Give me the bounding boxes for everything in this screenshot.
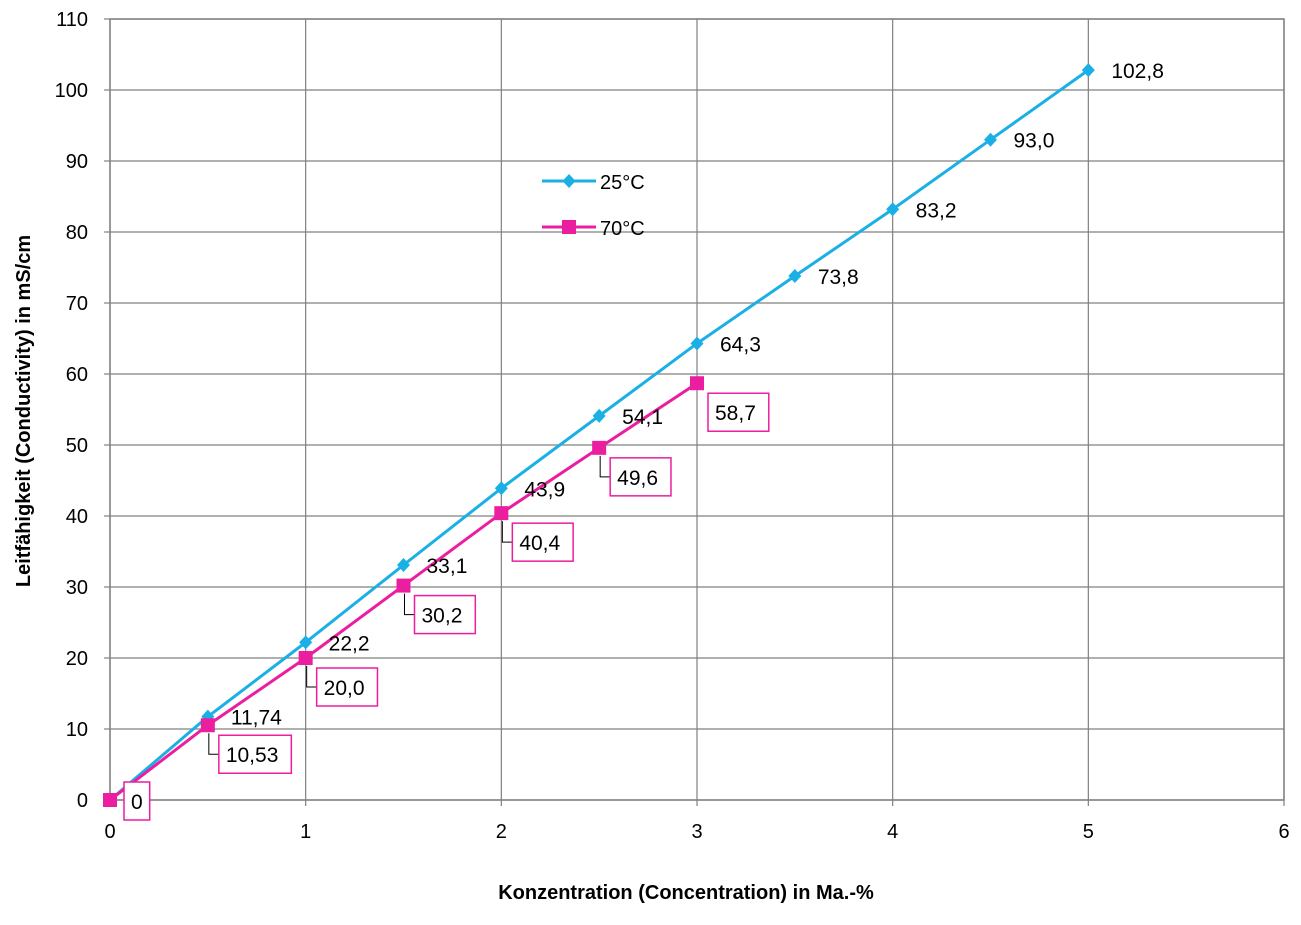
- data-point-marker: [1081, 63, 1095, 78]
- data-label-box: [218, 734, 293, 774]
- data-point-marker: [200, 718, 215, 733]
- y-tick-label: 10: [66, 719, 88, 741]
- x-tick-label: 6: [1278, 821, 1289, 843]
- x-tick-label: 1: [300, 821, 311, 843]
- data-point-marker: [690, 376, 704, 391]
- data-label: 49,6: [617, 467, 658, 490]
- data-label: 93,0: [1014, 130, 1055, 153]
- data-point-marker: [788, 269, 802, 284]
- data-label: 40,4: [519, 532, 560, 555]
- data-label: 43,9: [524, 478, 565, 501]
- y-tick-label: 40: [66, 506, 88, 528]
- data-label: 73,8: [818, 266, 859, 289]
- x-tick-label: 4: [887, 821, 898, 843]
- data-point-marker: [103, 793, 117, 807]
- data-label: 22,2: [329, 632, 370, 655]
- legend-label: 70°C: [600, 218, 645, 240]
- y-axis-ticks: 0 10 20 30 40 50 60 70 80 90 100 110: [55, 9, 110, 812]
- data-label: 58,7: [715, 402, 756, 425]
- data-label-box: [123, 781, 151, 821]
- data-label: 54,1: [622, 406, 663, 429]
- data-label: 64,3: [720, 333, 761, 356]
- data-label: 11,74: [231, 707, 282, 730]
- y-tick-label: 50: [66, 435, 88, 457]
- data-point-marker: [298, 651, 313, 665]
- data-label: 0: [131, 791, 143, 814]
- data-point-marker: [494, 506, 509, 521]
- series-2: [103, 376, 704, 807]
- data-label-box: [315, 667, 379, 707]
- x-tick-label: 0: [104, 821, 115, 843]
- y-tick-label: 30: [66, 577, 88, 599]
- x-tick-label: 5: [1083, 821, 1094, 843]
- x-tick-label: 2: [496, 821, 507, 843]
- data-point-marker: [886, 202, 900, 217]
- y-tick-label: 70: [66, 293, 88, 315]
- data-point-marker: [299, 635, 313, 650]
- series-layer: [103, 63, 1095, 807]
- legend: 25°C 70°C: [542, 172, 645, 240]
- legend-marker: [562, 174, 576, 188]
- data-label-box: [609, 457, 672, 497]
- y-tick-label: 90: [66, 151, 88, 173]
- y-tick-label: 100: [55, 80, 88, 102]
- y-tick-label: 60: [66, 364, 88, 386]
- label-leader-line: [599, 455, 611, 478]
- data-label: 33,1: [427, 555, 468, 578]
- y-tick-label: 20: [66, 648, 88, 670]
- data-label-box: [511, 522, 574, 562]
- data-labels-layer: 11,74 22,2 33,1 43,9 54,1 64,3 73,8 83,2 93,0 102…: [123, 60, 1164, 821]
- label-leader-line: [501, 521, 513, 543]
- data-point-marker: [397, 557, 410, 572]
- data-point-marker: [690, 336, 704, 351]
- data-label-box: [413, 594, 477, 635]
- grid-lines: [109, 18, 1285, 801]
- label-leader-line: [404, 593, 415, 616]
- y-tick-label: 80: [66, 222, 88, 244]
- label-leader-line: [306, 666, 317, 688]
- legend-marker: [562, 220, 576, 234]
- data-label: 20,0: [324, 677, 365, 700]
- y-axis-title: Leitfähigkeit (Conductivity) in mS/cm: [13, 235, 35, 587]
- data-label: 10,53: [226, 744, 279, 767]
- data-label-box: [707, 392, 770, 432]
- x-axis-title: Konzentration (Concentration) in Ma.-%: [498, 882, 874, 904]
- x-tick-label: 3: [691, 821, 702, 843]
- data-label: 102,8: [1111, 60, 1164, 83]
- data-point-marker: [396, 578, 411, 593]
- y-tick-label: 0: [77, 790, 88, 812]
- data-point-marker: [592, 408, 606, 423]
- data-label: 83,2: [916, 199, 957, 222]
- data-label: 30,2: [422, 605, 463, 628]
- y-tick-label: 110: [56, 9, 88, 31]
- x-axis-ticks: 0 1 2 3 4 5 6: [104, 800, 1290, 843]
- data-point-marker: [984, 132, 997, 147]
- legend-label: 25°C: [600, 172, 645, 194]
- label-leader-line: [208, 733, 219, 755]
- data-point-marker: [592, 440, 607, 455]
- data-point-marker: [494, 481, 508, 496]
